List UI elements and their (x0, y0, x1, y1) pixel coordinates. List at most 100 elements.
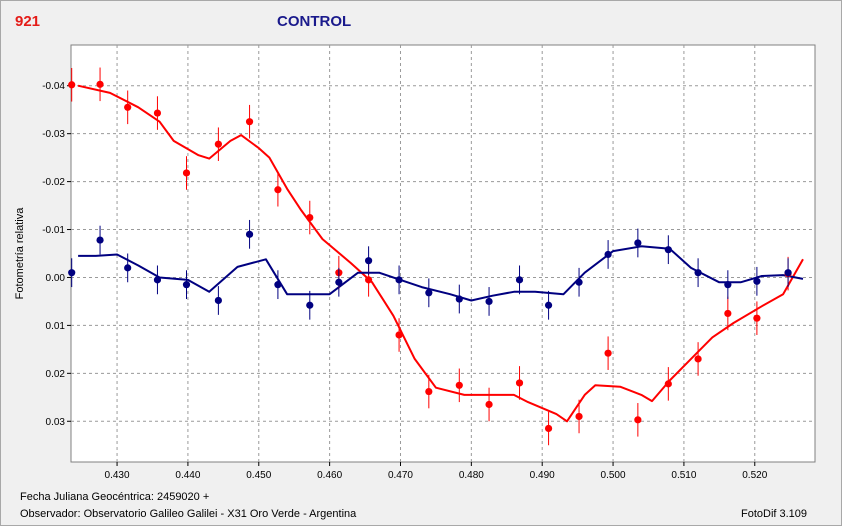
data-point-series-2 (604, 240, 612, 269)
data-point-series-1 (724, 296, 732, 331)
data-point-series-2 (784, 258, 792, 288)
x-tick-label: 0.490 (530, 470, 555, 481)
marker (68, 269, 76, 277)
marker (515, 276, 524, 284)
marker (306, 213, 314, 222)
data-point-series-1 (68, 68, 76, 102)
data-point-series-2 (96, 225, 104, 255)
data-point-series-1 (395, 318, 403, 352)
data-point-series-1 (753, 301, 761, 335)
data-point-series-2 (634, 228, 642, 258)
axis-ticks: 0.430 0.440 0.450 0.460 0.470 0.480 0.490 0.500… (42, 81, 768, 481)
data-point-series-2 (182, 270, 191, 300)
data-point-series-1 (306, 200, 314, 235)
marker (96, 80, 104, 88)
marker (182, 169, 191, 177)
data-point-series-1 (96, 67, 104, 102)
marker (245, 230, 254, 238)
data-point-series-2 (214, 286, 222, 315)
marker (365, 276, 373, 284)
data-point-series-1 (153, 96, 162, 130)
data-point-series-2 (335, 267, 343, 297)
marker (544, 301, 553, 309)
y-axis-label: Fotometría relativa (14, 207, 26, 300)
marker (575, 412, 583, 421)
marker (724, 281, 732, 289)
marker (153, 276, 162, 284)
marker (214, 140, 222, 148)
data-point-series-2 (753, 266, 761, 296)
marker (274, 281, 282, 289)
marker (664, 380, 672, 388)
x-tick-label: 0.430 (105, 470, 130, 481)
data-point-series-2 (664, 235, 672, 265)
marker (96, 236, 104, 244)
marker (425, 387, 433, 396)
data-point-series-2 (68, 258, 76, 288)
marker (306, 301, 314, 309)
marker (425, 289, 433, 297)
marker (544, 424, 553, 433)
data-point-series-1 (664, 367, 672, 401)
data-point-series-2 (485, 287, 493, 316)
data-point-series-1 (515, 366, 524, 400)
data-point-series-2 (575, 267, 583, 297)
marker (724, 309, 732, 318)
marker (634, 239, 642, 247)
x-tick-label: 0.470 (388, 470, 413, 481)
marker (455, 295, 463, 303)
x-tick-label: 0.450 (246, 470, 271, 481)
marker (604, 250, 612, 259)
data-point-series-2 (544, 290, 553, 320)
marker (214, 296, 222, 305)
data-point-series-1 (245, 104, 254, 139)
data-point-series-1 (274, 172, 282, 207)
data-point-series-2 (395, 265, 403, 295)
data-point-series-2 (724, 270, 732, 300)
y-tick-label: -0.03 (42, 129, 65, 140)
data-point-series-2 (245, 219, 254, 249)
marker (365, 257, 373, 265)
fit-curve-series-1 (77, 84, 804, 423)
julian-date-caption: Fecha Juliana Geocéntrica: 2459020 + (20, 491, 210, 503)
data-point-series-2 (455, 284, 463, 314)
grid-lines (71, 45, 815, 462)
data-point-series-1 (455, 368, 463, 403)
x-tick-label: 0.520 (742, 470, 767, 481)
data-point-series-1 (544, 411, 553, 446)
marker (753, 314, 761, 322)
marker (634, 416, 642, 424)
marker (124, 264, 132, 272)
y-tick-label: -0.02 (42, 177, 65, 188)
data-points (68, 67, 792, 446)
marker (485, 297, 493, 306)
marker (753, 277, 761, 285)
x-tick-label: 0.500 (601, 470, 626, 481)
data-point-series-1 (634, 403, 642, 437)
marker (515, 379, 524, 387)
chart-title: CONTROL (277, 13, 352, 30)
marker (68, 81, 76, 89)
marker (245, 118, 254, 126)
data-point-series-2 (515, 265, 524, 295)
data-point-series-1 (604, 336, 612, 370)
data-point-series-1 (575, 399, 583, 434)
x-tick-label: 0.440 (175, 470, 200, 481)
x-tick-label: 0.510 (671, 470, 696, 481)
y-tick-label: 0.00 (46, 273, 66, 284)
data-point-series-1 (694, 342, 702, 376)
marker (575, 278, 583, 286)
object-id-label: 921 (15, 13, 41, 30)
data-point-series-1 (182, 156, 191, 190)
marker (274, 186, 282, 194)
marker (395, 276, 403, 284)
y-tick-label: -0.04 (42, 81, 65, 92)
data-point-series-1 (485, 387, 493, 422)
marker (784, 269, 792, 277)
marker (604, 349, 612, 357)
marker (694, 355, 702, 363)
data-point-series-1 (425, 374, 433, 409)
y-tick-label: -0.01 (42, 225, 65, 236)
marker (395, 331, 403, 339)
